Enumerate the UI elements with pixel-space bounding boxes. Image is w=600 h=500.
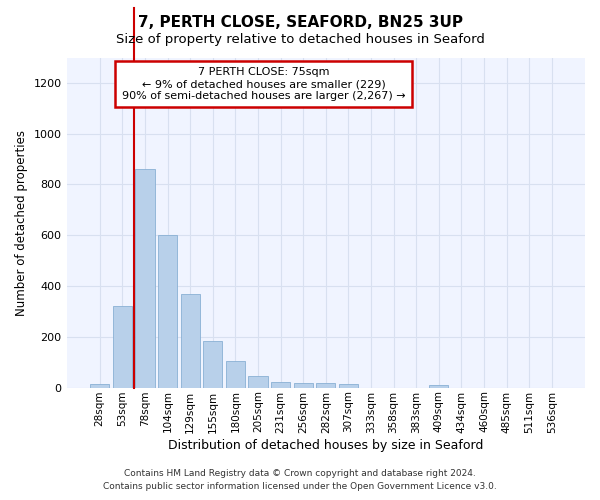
Bar (271, 382, 290, 388)
Y-axis label: Number of detached properties: Number of detached properties (15, 130, 28, 316)
Bar (113, 306, 132, 388)
Bar (429, 384, 448, 388)
Bar (293, 383, 313, 388)
Bar (203, 340, 223, 388)
Bar (248, 376, 268, 388)
Text: Contains HM Land Registry data © Crown copyright and database right 2024.
Contai: Contains HM Land Registry data © Crown c… (103, 470, 497, 491)
X-axis label: Distribution of detached houses by size in Seaford: Distribution of detached houses by size … (168, 440, 484, 452)
Text: 7 PERTH CLOSE: 75sqm
← 9% of detached houses are smaller (229)
90% of semi-detac: 7 PERTH CLOSE: 75sqm ← 9% of detached ho… (122, 68, 406, 100)
Bar (226, 361, 245, 388)
Bar (339, 384, 358, 388)
Bar (90, 384, 109, 388)
Bar (158, 236, 177, 388)
Bar (136, 169, 155, 388)
Bar (181, 294, 200, 388)
Text: 7, PERTH CLOSE, SEAFORD, BN25 3UP: 7, PERTH CLOSE, SEAFORD, BN25 3UP (137, 15, 463, 30)
Text: Size of property relative to detached houses in Seaford: Size of property relative to detached ho… (116, 32, 484, 46)
Bar (316, 382, 335, 388)
